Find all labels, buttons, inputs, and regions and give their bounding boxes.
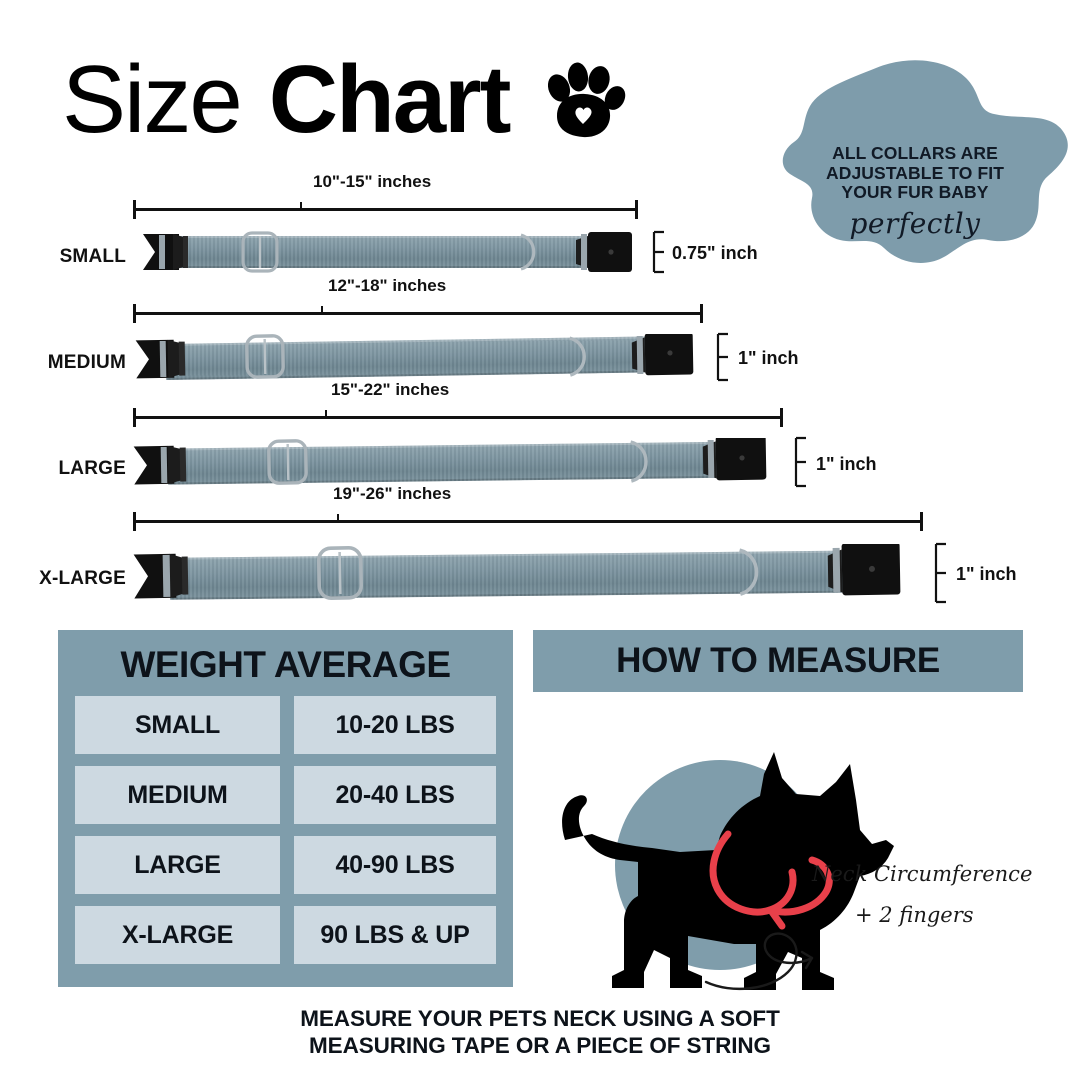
width-label-large: 1" inch (816, 454, 877, 474)
length-dimension-xlarge: 19"-26" inches (133, 484, 923, 531)
curly-arrow-icon (704, 932, 814, 991)
collar-size-label-small: SMALL (59, 246, 126, 267)
d-ring-icon (738, 548, 759, 596)
d-ring-icon (569, 336, 586, 377)
collar-hardware-small (143, 231, 632, 273)
collar-row-large: LARGE 15"-22" inches (0, 380, 1080, 488)
collar-graphic-large (128, 438, 788, 488)
page-title: Size Chart (62, 52, 627, 148)
weight-row-size: X-LARGE (75, 906, 280, 964)
width-label-small: 0.75" inch (672, 243, 758, 263)
width-bracket-medium (716, 332, 730, 387)
adjustable-badge: ALL COLLARS ARE ADJUSTABLE TO FIT YOUR F… (780, 58, 1080, 298)
length-dimension-large: 15"-22" inches (133, 380, 783, 427)
length-label-medium: 12"-18" inches (328, 276, 447, 295)
collar-graphic-xlarge (128, 544, 928, 606)
weight-average-panel: WEIGHT AVERAGE SMALL 10-20 LBS MEDIUM 20… (58, 630, 513, 987)
width-label-xlarge: 1" inch (956, 564, 1017, 584)
length-label-xlarge: 19"-26" inches (333, 484, 452, 503)
how-to-measure-title: HOW TO MEASURE (616, 641, 940, 680)
width-label-medium: 1" inch (738, 348, 799, 368)
paw-print-heart-icon (541, 62, 627, 145)
width-bracket-small (652, 230, 666, 279)
weight-row-size: LARGE (75, 836, 280, 894)
collar-hardware-medium (135, 334, 694, 379)
slider-adjuster-icon (245, 334, 285, 379)
badge-script-perfectly: perfectly (849, 206, 981, 240)
weight-average-table: SMALL 10-20 LBS MEDIUM 20-40 LBS LARGE 4… (75, 696, 496, 964)
footer-instructions: MEASURE YOUR PETS NECK USING A SOFT MEAS… (0, 1006, 1080, 1059)
collar-graphic-medium (130, 334, 710, 382)
width-bracket-large (794, 436, 808, 493)
how-to-measure-header: HOW TO MEASURE (533, 630, 1023, 692)
badge-line-3: YOUR FUR BABY (841, 182, 989, 203)
weight-row-value: 40-90 LBS (294, 836, 496, 894)
red-measuring-tape-loop-icon (709, 830, 833, 930)
length-label-large: 15"-22" inches (331, 380, 450, 399)
two-fingers-note: + 2 fingers (855, 903, 974, 927)
badge-text: ALL COLLARS ARE ADJUSTABLE TO FIT YOUR F… (780, 143, 1050, 240)
d-ring-icon (520, 233, 536, 271)
slider-adjuster-icon (241, 231, 279, 273)
table-row: X-LARGE 90 LBS & UP (75, 906, 496, 964)
badge-line-2: ADJUSTABLE TO FIT (826, 162, 1004, 183)
weight-row-size: SMALL (75, 696, 280, 754)
table-row: LARGE 40-90 LBS (75, 836, 496, 894)
slider-adjuster-icon (316, 546, 364, 600)
collar-size-label-medium: MEDIUM (47, 352, 126, 373)
blob-shape (782, 60, 1068, 263)
badge-line-1: ALL COLLARS ARE (832, 143, 998, 163)
length-dimension-small: 10"-15" inches (133, 172, 638, 219)
collar-size-label-large: LARGE (58, 458, 126, 479)
collar-rows: SMALL 10"-15" inches (0, 168, 1080, 604)
collar-row-xlarge: X-LARGE 19"-26" inches (0, 484, 1080, 604)
weight-row-value: 90 LBS & UP (294, 906, 496, 964)
title-word-chart: Chart (268, 46, 512, 153)
collar-row-medium: MEDIUM 12"-18" inches (0, 274, 1080, 382)
collar-hardware-large (133, 438, 767, 485)
collar-graphic-small (133, 230, 643, 274)
length-label-small: 10"-15" inches (313, 172, 432, 191)
d-ring-icon (630, 440, 648, 483)
title-word-size: Size (62, 46, 243, 153)
width-bracket-xlarge (934, 542, 948, 609)
table-row: SMALL 10-20 LBS (75, 696, 496, 754)
dog-silhouette-icon (562, 752, 894, 990)
collar-row-small: SMALL 10"-15" inches (0, 168, 1080, 274)
weight-row-size: MEDIUM (75, 766, 280, 824)
slider-adjuster-icon (267, 439, 308, 485)
weight-row-value: 20-40 LBS (294, 766, 496, 824)
weight-average-title: WEIGHT AVERAGE (120, 644, 451, 685)
collar-hardware-xlarge (133, 544, 901, 600)
weight-row-value: 10-20 LBS (294, 696, 496, 754)
footer-line-1: MEASURE YOUR PETS NECK USING A SOFT (300, 1006, 780, 1031)
length-dimension-medium: 12"-18" inches (133, 276, 703, 323)
buckle-male-icon (143, 234, 188, 270)
buckle-male-icon (133, 553, 189, 599)
buckle-male-icon (133, 445, 187, 485)
neck-circumference-note: Neck Circumference (812, 862, 1033, 886)
how-to-measure-illustration (520, 700, 1080, 1000)
footer-line-2: MEASURING TAPE OR A PIECE OF STRING (309, 1032, 771, 1058)
collar-size-label-xlarge: X-LARGE (39, 568, 126, 589)
table-row: MEDIUM 20-40 LBS (75, 766, 496, 824)
